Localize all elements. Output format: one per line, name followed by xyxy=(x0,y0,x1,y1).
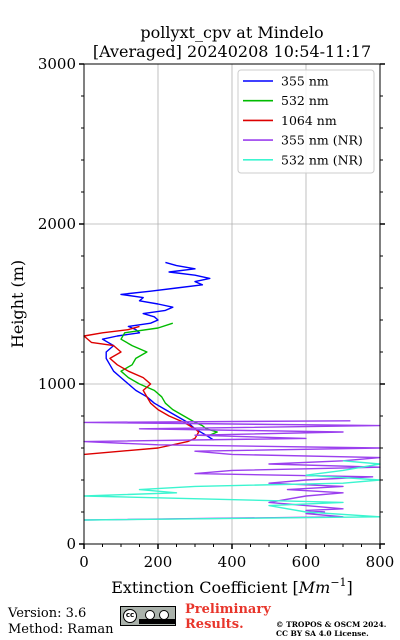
copyright-note: © TROPOS & OSCM 2024. CC BY SA 4.0 Licen… xyxy=(276,620,386,638)
chart-subtitle: [Averaged] 20240208 10:54-11:17 xyxy=(93,42,371,61)
series-line-3 xyxy=(83,420,381,521)
legend-label-0: 355 nm xyxy=(281,74,329,89)
y-axis-label: Height (m) xyxy=(8,260,27,348)
preliminary-line-2: Results. xyxy=(185,617,244,632)
legend-label-4: 532 nm (NR) xyxy=(281,152,363,167)
y-tick-label-3: 3000 xyxy=(38,55,76,73)
y-tick-label-0: 0 xyxy=(66,535,76,553)
cc-by-sa-icon: cc xyxy=(120,606,176,626)
axis-ticks xyxy=(79,63,385,549)
y-tick-label-2: 2000 xyxy=(38,215,76,233)
plot-series xyxy=(83,261,381,521)
x-axis-label-exponent: −1 xyxy=(330,576,346,589)
legend-box xyxy=(237,69,375,174)
cc-label-strip xyxy=(139,619,175,624)
copyright-line-1: © TROPOS & OSCM 2024. xyxy=(276,620,387,629)
series-line-2 xyxy=(83,325,200,456)
series-line-0 xyxy=(101,261,214,441)
version-text: Version: 3.6 xyxy=(8,606,87,621)
x-axis-label-text: Extinction Coefficient [ xyxy=(111,578,299,597)
cc-logo-icon: cc xyxy=(123,609,137,623)
x-tick-label-1: 200 xyxy=(144,553,173,571)
preliminary-line-1: Preliminary xyxy=(185,602,271,617)
y-tick-labels: 0 1000 2000 3000 xyxy=(38,55,76,553)
x-tick-label-2: 400 xyxy=(218,553,247,571)
x-axis-label-unit: Mm xyxy=(298,578,331,597)
x-tick-label-4: 800 xyxy=(366,553,395,571)
x-axis-label-close: ] xyxy=(347,578,353,597)
copyright-line-2: CC BY SA 4.0 License. xyxy=(276,629,369,638)
legend-label-2: 1064 nm xyxy=(281,113,337,128)
x-tick-labels: 0 200 400 600 800 xyxy=(79,553,394,571)
version-info: Version: 3.6 Method: Raman xyxy=(8,606,114,638)
y-tick-label-1: 1000 xyxy=(38,375,76,393)
legend-label-3: 355 nm (NR) xyxy=(281,133,363,148)
extinction-profile-chart: pollyxt_cpv at Mindelo [Averaged] 202402… xyxy=(8,23,394,597)
method-text: Method: Raman xyxy=(8,622,114,637)
legend-label-1: 532 nm xyxy=(281,93,329,108)
preliminary-results-note: Preliminary Results. xyxy=(185,602,271,632)
legend: 355 nm 532 nm 1064 nm 355 nm (NR) 532 nm (NR… xyxy=(237,69,375,174)
series-line-4 xyxy=(83,460,381,521)
series-line-1 xyxy=(120,322,218,436)
chart-title: pollyxt_cpv at Mindelo xyxy=(140,23,323,42)
x-tick-label-3: 600 xyxy=(292,553,321,571)
x-axis-label: Extinction Coefficient [Mm−1] xyxy=(111,576,353,597)
x-tick-label-0: 0 xyxy=(79,553,89,571)
